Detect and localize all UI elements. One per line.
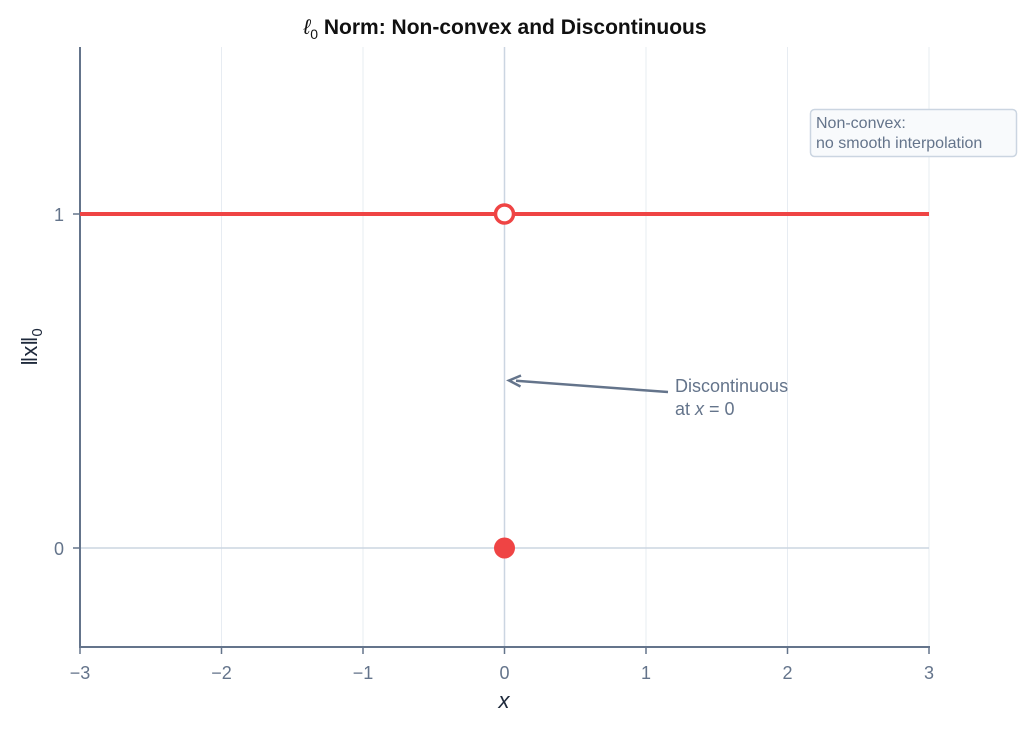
- x-tick-label: −3: [70, 663, 91, 683]
- x-tick-label: 1: [641, 663, 651, 683]
- y-tick-label: 1: [54, 205, 64, 225]
- x-tick-label: 2: [782, 663, 792, 683]
- open-point-x0-y1: [493, 203, 516, 225]
- x-tick-label: −1: [353, 663, 374, 683]
- chart-title: ℓ0 Norm: Non-convex and Discontinuous: [302, 16, 706, 42]
- x-tick-label: 3: [924, 663, 934, 683]
- note-text-line2: no smooth interpolation: [816, 135, 982, 152]
- annotation-text-line2: at x = 0: [675, 399, 735, 419]
- filled-point-x0-y0: [494, 537, 515, 559]
- y-tick-label: 0: [54, 539, 64, 559]
- x-tick-labels: −3 −2 −1 0 1 2 3: [70, 663, 934, 683]
- non-convex-note-box: Non-convex: no smooth interpolation: [809, 108, 1018, 158]
- note-box-background: [809, 108, 1018, 158]
- x-axis-label: x: [498, 688, 511, 713]
- annotation-text-line1: Discontinuous: [675, 376, 788, 396]
- discontinuity-annotation: Discontinuous at x = 0: [506, 374, 788, 419]
- arrow-head-icon: [506, 374, 522, 388]
- x-axis-ticks: [79, 647, 930, 654]
- x-tick-label: 0: [499, 663, 509, 683]
- annotation-arrow-line: [515, 379, 669, 394]
- x-tick-label: −2: [211, 663, 232, 683]
- note-text-line1: Non-convex:: [816, 115, 906, 132]
- y-axis-ticks: [73, 213, 80, 549]
- y-axis-label: ‖x‖0: [17, 328, 46, 366]
